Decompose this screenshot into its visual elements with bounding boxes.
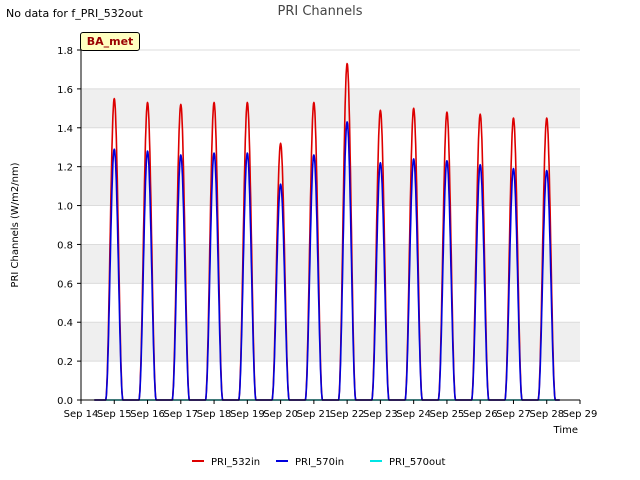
legend-label: PRI_570out: [389, 457, 445, 468]
x-tick-label: Sep 18: [197, 409, 232, 420]
grid-band: [81, 166, 580, 206]
y-tick-label: 0.6: [57, 279, 73, 290]
y-tick-label: 1.6: [57, 85, 73, 96]
y-tick-label: 1.8: [57, 46, 73, 57]
y-tick-label: 0.0: [57, 396, 73, 407]
legend-label: PRI_532in: [211, 457, 260, 468]
grid-band: [81, 244, 580, 284]
y-tick-label: 0.8: [57, 240, 73, 251]
x-tick-label: Sep 25: [430, 409, 465, 420]
x-tick-label: Sep 17: [163, 409, 198, 420]
grid-band: [81, 322, 580, 362]
x-axis-label: Time: [553, 425, 578, 436]
x-tick-label: Sep 24: [396, 409, 431, 420]
y-tick-label: 0.4: [57, 318, 73, 329]
x-tick-label: Sep 26: [463, 409, 498, 420]
y-axis-label: PRI Channels (W/m2/nm): [10, 162, 21, 287]
site-label-badge: BA_met: [80, 32, 140, 51]
x-tick-label: Sep 27: [496, 409, 531, 420]
x-tick-label: Sep 16: [130, 409, 165, 420]
grid-band: [81, 88, 580, 128]
x-tick-label: Sep 29: [563, 409, 598, 420]
x-tick-label: Sep 19: [230, 409, 265, 420]
chart-title: PRI Channels: [277, 4, 363, 19]
y-tick-label: 1.2: [57, 163, 73, 174]
x-tick-label: Sep 23: [363, 409, 398, 420]
y-tick-label: 1.0: [57, 202, 73, 213]
y-tick-label: 1.4: [57, 124, 73, 135]
legend-label: PRI_570in: [295, 457, 344, 468]
x-tick-label: Sep 20: [263, 409, 298, 420]
y-tick-label: 0.2: [57, 357, 73, 368]
x-tick-label: Sep 14: [64, 409, 99, 420]
x-tick-label: Sep 15: [97, 409, 132, 420]
x-tick-label: Sep 22: [330, 409, 365, 420]
no-data-notice: No data for f_PRI_532out: [6, 7, 143, 20]
x-tick-label: Sep 28: [529, 409, 564, 420]
x-tick-label: Sep 21: [296, 409, 331, 420]
